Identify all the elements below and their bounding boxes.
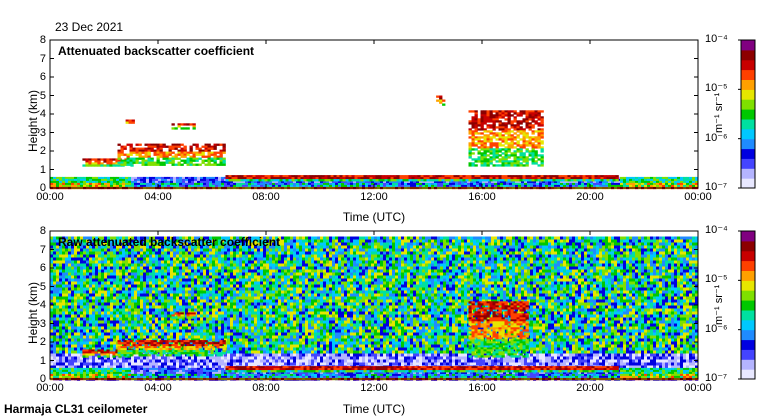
colorbar-frame xyxy=(740,39,756,189)
y-tick-label: 8 xyxy=(39,34,46,46)
y-tick-label: 1 xyxy=(39,163,46,176)
colorbar-segment xyxy=(741,280,755,291)
x-tick-label: 08:00 xyxy=(252,191,280,203)
y-tick-label: 4 xyxy=(39,108,46,120)
y-tick-label: 3 xyxy=(39,126,46,139)
y-tick-label: 0 xyxy=(39,182,46,194)
cloud-feature-4 xyxy=(125,119,135,124)
colorbar-segment xyxy=(741,319,755,331)
colorbar-segment xyxy=(741,369,755,380)
date-label: 23 Dec 2021 xyxy=(55,20,124,34)
colorbar-segment xyxy=(741,339,755,350)
colorbar-segment xyxy=(741,270,755,281)
y-tick-label: 0 xyxy=(39,373,46,385)
x-tick-label: 00:00 xyxy=(36,382,64,394)
y-tick-label: 2 xyxy=(39,336,46,348)
colorbar-segment xyxy=(741,40,755,51)
colorbar-segment xyxy=(741,231,755,242)
colorbar-tick-label: 10⁻⁴ xyxy=(705,33,728,45)
chart-panel-1: Attenuated backscatter coefficient Time … xyxy=(26,33,756,224)
x-tick-label: 08:00 xyxy=(252,382,280,394)
y-tick-label: 5 xyxy=(39,89,46,102)
colorbar-tick-label: 10⁻⁴ xyxy=(705,224,728,236)
x-tick-label: 20:00 xyxy=(576,382,604,394)
y-tick-label: 5 xyxy=(39,280,46,293)
x-tick-label: 12:00 xyxy=(360,382,388,394)
colorbar-segment xyxy=(741,359,755,370)
x-tick-label: 00:00 xyxy=(36,191,64,203)
boundary-cloud-layer xyxy=(225,175,619,182)
colorbar-segment xyxy=(741,300,755,311)
x-tick-label: 16:00 xyxy=(468,191,496,203)
colorbar-tick-label: 10⁻⁷ xyxy=(705,181,728,193)
cloud-feature-5 xyxy=(171,312,196,319)
y-tick-label: 2 xyxy=(39,145,46,157)
colorbar-segment xyxy=(741,79,755,90)
cloud-feature-4 xyxy=(117,340,226,357)
y-tick-label: 7 xyxy=(39,52,46,65)
colorbar-segment xyxy=(741,69,755,80)
colorbar-segment xyxy=(741,329,755,341)
station-label: Harmaja CL31 ceilometer xyxy=(4,402,148,416)
noise-background xyxy=(50,236,699,381)
colorbar-frame xyxy=(740,230,756,380)
colorbar-segment xyxy=(741,178,755,189)
colorbar-segment xyxy=(741,290,755,301)
y-tick-label: 8 xyxy=(39,225,46,237)
colorbar-segment xyxy=(741,59,755,71)
y-tick-label: 6 xyxy=(39,71,46,83)
panel-title-1: Attenuated backscatter coefficient xyxy=(58,44,255,58)
boundary-cloud-layer xyxy=(225,366,619,373)
colorbar-tick-label: 10⁻⁵ xyxy=(705,273,728,286)
cloud-feature-7 xyxy=(468,110,544,167)
y-tick-label: 3 xyxy=(39,317,46,330)
panel-title-2: Raw attenuated backscatter coefficient xyxy=(58,235,281,249)
colorbar-tick-label: 10⁻⁶ xyxy=(705,131,728,144)
x-axis-label-1: Time (UTC) xyxy=(342,210,406,224)
colorbar-segment xyxy=(741,128,755,140)
colorbar-segment xyxy=(741,309,755,321)
cloud-feature-6 xyxy=(436,95,446,106)
colorbar-segment xyxy=(741,49,755,61)
colorbar-segment xyxy=(741,260,755,271)
x-axis-label-2: Time (UTC) xyxy=(342,402,406,416)
colorbar-segment xyxy=(741,99,755,110)
x-tick-label: 12:00 xyxy=(360,191,388,203)
colorbar-segment xyxy=(741,168,755,179)
colorbar-unit-2: m⁻¹ sr⁻¹ xyxy=(713,284,725,325)
heatmap-plot-1 xyxy=(49,39,756,190)
colorbar-tick-label: 10⁻⁷ xyxy=(705,372,728,384)
colorbar-segment xyxy=(741,138,755,150)
cloud-feature-5 xyxy=(171,123,196,130)
colorbar-segment xyxy=(741,349,755,360)
y-tick-label: 4 xyxy=(39,299,46,311)
colorbar-segment xyxy=(741,118,755,130)
colorbar-tick-label: 10⁻⁵ xyxy=(705,82,728,95)
colorbar-segment xyxy=(741,240,755,252)
y-tick-label: 6 xyxy=(39,262,46,274)
y-tick-label: 7 xyxy=(39,243,46,256)
x-tick-label: 00:00 xyxy=(684,191,712,203)
cloud-feature-3 xyxy=(117,143,226,166)
colorbar-segment xyxy=(741,89,755,100)
x-tick-label: 04:00 xyxy=(144,382,172,394)
colorbar-segment xyxy=(741,109,755,120)
x-tick-label: 16:00 xyxy=(468,382,496,394)
colorbar-segment xyxy=(741,158,755,169)
cloud-feature-6 xyxy=(468,301,529,358)
x-tick-label: 04:00 xyxy=(144,191,172,203)
y-tick-label: 1 xyxy=(39,354,46,367)
colorbar-tick-label: 10⁻⁶ xyxy=(705,322,728,335)
colorbar-segment xyxy=(741,148,755,159)
colorbar-segment xyxy=(741,250,755,262)
x-tick-label: 20:00 xyxy=(576,191,604,203)
x-tick-label: 00:00 xyxy=(684,382,712,394)
